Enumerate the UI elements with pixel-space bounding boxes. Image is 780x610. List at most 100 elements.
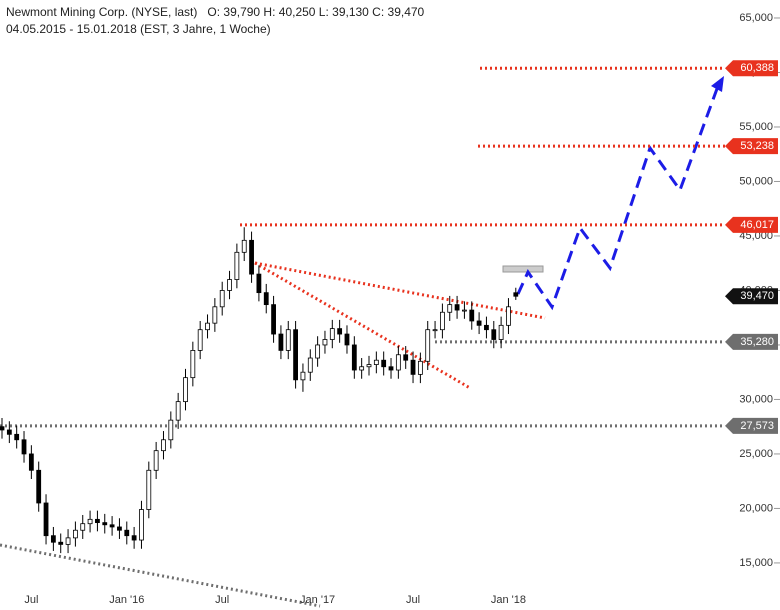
candle-body xyxy=(410,359,416,375)
candle-body xyxy=(234,251,240,280)
candle-body xyxy=(344,333,350,346)
candle-body xyxy=(249,239,254,275)
level-tag xyxy=(725,216,778,233)
candle-body xyxy=(14,433,20,441)
level-tag-label: 46,017 xyxy=(740,219,774,231)
candle-body xyxy=(124,529,130,537)
header: Newmont Mining Corp. (NYSE, last) O: 39,7… xyxy=(6,4,434,38)
y-tick-label: 20,000 xyxy=(739,502,773,514)
candle-body xyxy=(498,324,504,340)
candle-body xyxy=(153,450,159,471)
level-tag-label: 60,388 xyxy=(740,62,774,74)
candle-body xyxy=(146,469,152,510)
candle-body xyxy=(131,535,137,541)
candle-body xyxy=(0,426,5,431)
candle-body xyxy=(388,366,394,371)
candle-body xyxy=(293,329,299,381)
y-tick-label: 15,000 xyxy=(739,557,773,569)
candle-body xyxy=(425,329,431,362)
candle-body xyxy=(175,401,181,421)
candle-body xyxy=(50,535,56,543)
candle-body xyxy=(43,502,49,537)
x-tick-label: Jan '18 xyxy=(491,594,526,606)
level-tag-label: 53,238 xyxy=(740,140,774,152)
candle-body xyxy=(476,320,482,326)
candle-body xyxy=(73,529,78,539)
x-tick-label: Jul xyxy=(406,594,420,606)
trend-line xyxy=(254,261,546,320)
candle-body xyxy=(65,537,71,545)
x-tick-label: Jan '16 xyxy=(109,594,144,606)
candle-body xyxy=(285,329,291,351)
annotations xyxy=(0,76,724,608)
candle-body xyxy=(329,328,335,340)
candle-body xyxy=(139,509,144,541)
candle-body xyxy=(395,354,401,371)
candle-body xyxy=(117,526,122,531)
candle-body xyxy=(506,306,511,326)
candle-body xyxy=(87,518,93,525)
y-tick-label: 50,000 xyxy=(739,175,773,187)
candle-body xyxy=(197,329,203,351)
header-line: Newmont Mining Corp. (NYSE, last) O: 39,7… xyxy=(6,4,434,21)
y-tick-label: 55,000 xyxy=(739,121,773,133)
candle-body xyxy=(36,469,42,504)
subtitle: 04.05.2015 - 15.01.2018 (EST, 3 Jahre, 1… xyxy=(6,22,271,36)
candle-body xyxy=(109,524,115,528)
candle-body xyxy=(58,541,64,545)
candle-body xyxy=(80,523,86,531)
candle-body xyxy=(168,419,174,441)
projection xyxy=(516,85,720,311)
level-tag-label: 27,573 xyxy=(740,420,774,432)
candle-body xyxy=(6,429,12,435)
candle-body xyxy=(28,453,34,471)
candle-body xyxy=(212,306,218,324)
level-tag xyxy=(725,417,778,434)
last-price-tag-label: 39,470 xyxy=(740,290,774,302)
x-tick-label: Jul xyxy=(215,594,229,606)
y-tick-label: 25,000 xyxy=(739,448,773,460)
candle-body xyxy=(484,324,489,331)
candle-body xyxy=(183,377,188,403)
candle-body xyxy=(102,522,108,526)
candle-body xyxy=(315,344,321,359)
candle-body xyxy=(271,304,276,335)
candle-body xyxy=(337,328,343,335)
candle-body xyxy=(373,359,379,365)
level-tag xyxy=(725,333,778,350)
candle-body xyxy=(462,309,467,312)
trend-line xyxy=(0,543,321,608)
candle-body xyxy=(359,366,365,371)
candle-body xyxy=(300,371,306,381)
candle-body xyxy=(241,239,247,253)
y-tick-label: 30,000 xyxy=(739,393,773,405)
ohlc: O: 39,790 H: 40,250 L: 39,130 C: 39,470 xyxy=(207,5,425,19)
y-tick-label: 65,000 xyxy=(739,12,773,24)
candle-body xyxy=(322,339,328,346)
candle-body xyxy=(256,273,262,294)
x-tick-label: Jan '17 xyxy=(300,594,335,606)
candle-body xyxy=(227,279,232,291)
candle-body xyxy=(381,359,387,368)
arrow-head xyxy=(711,76,724,92)
title: Newmont Mining Corp. (NYSE, last) xyxy=(6,5,198,19)
candle-body xyxy=(469,309,475,322)
candle-body xyxy=(447,304,453,313)
candle-body xyxy=(263,292,269,306)
candle-body xyxy=(161,439,166,452)
candle-body xyxy=(219,290,225,308)
level-tag xyxy=(725,138,778,155)
candle-body xyxy=(190,350,196,379)
candle-body xyxy=(403,354,409,361)
candle-body xyxy=(366,364,372,368)
candle-body xyxy=(278,333,284,351)
candle-body xyxy=(513,292,519,297)
trend-line xyxy=(254,261,471,390)
candle-body xyxy=(439,311,445,331)
candle-body xyxy=(432,329,438,332)
candle-body xyxy=(417,360,423,375)
gap-box xyxy=(502,265,544,273)
candle-body xyxy=(454,304,460,311)
